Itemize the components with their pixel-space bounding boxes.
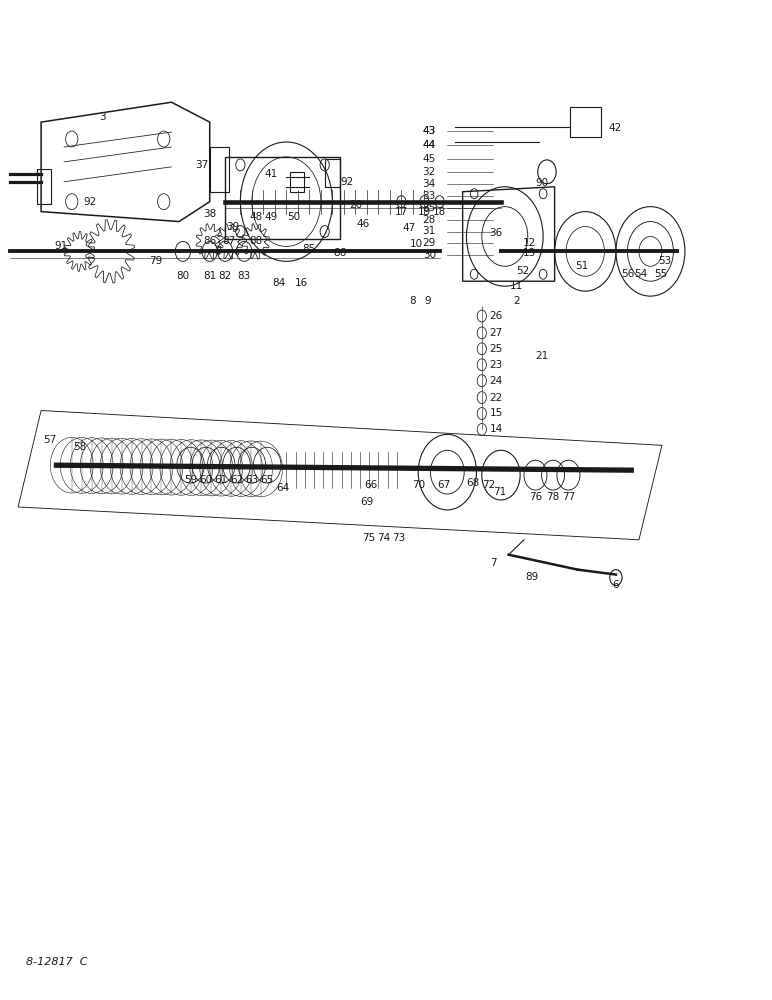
- Text: 79: 79: [150, 256, 163, 266]
- Text: 51: 51: [575, 261, 588, 271]
- Text: 33: 33: [422, 191, 436, 201]
- Text: 85: 85: [303, 244, 316, 254]
- Text: 81: 81: [203, 271, 216, 281]
- Text: 10: 10: [410, 239, 423, 249]
- Text: 9: 9: [425, 296, 432, 306]
- Text: 67: 67: [437, 480, 450, 490]
- Text: 78: 78: [547, 492, 560, 502]
- Text: 14: 14: [489, 424, 503, 434]
- Text: 22: 22: [489, 393, 503, 403]
- Text: 62: 62: [230, 475, 243, 485]
- Text: 73: 73: [392, 533, 405, 543]
- Text: 92: 92: [340, 177, 354, 187]
- Text: 44: 44: [422, 140, 436, 150]
- Text: 48: 48: [249, 212, 262, 222]
- Bar: [210, 147, 229, 192]
- Text: 55: 55: [654, 269, 668, 279]
- Text: 57: 57: [43, 435, 56, 445]
- Text: 61: 61: [215, 475, 228, 485]
- Text: 24: 24: [489, 376, 503, 386]
- Text: 17: 17: [394, 207, 408, 217]
- Text: 88: 88: [249, 236, 262, 246]
- Text: 38: 38: [203, 209, 216, 219]
- Text: 45: 45: [422, 154, 436, 164]
- Bar: [325, 159, 340, 187]
- Text: 30: 30: [423, 250, 436, 260]
- Text: 6: 6: [612, 580, 618, 590]
- Text: 64: 64: [276, 483, 290, 493]
- Text: 43: 43: [422, 126, 436, 136]
- Text: 16: 16: [295, 278, 308, 288]
- Text: 20: 20: [349, 200, 362, 210]
- Text: 63: 63: [245, 475, 259, 485]
- Text: 77: 77: [562, 492, 575, 502]
- Text: 8: 8: [409, 296, 416, 306]
- Text: 23: 23: [489, 360, 503, 370]
- Text: 56: 56: [621, 269, 634, 279]
- Text: 54: 54: [635, 269, 648, 279]
- Text: 86: 86: [203, 236, 216, 246]
- Text: 75: 75: [363, 533, 376, 543]
- Text: 12: 12: [523, 238, 536, 248]
- Text: 41: 41: [264, 169, 278, 179]
- Text: 92: 92: [83, 197, 96, 207]
- Text: 50: 50: [287, 212, 300, 222]
- Text: 7: 7: [490, 558, 497, 568]
- Text: 2: 2: [513, 296, 520, 306]
- Text: 28: 28: [422, 215, 436, 225]
- Text: 80: 80: [176, 271, 189, 281]
- Text: 39: 39: [226, 222, 239, 232]
- Text: 70: 70: [411, 480, 425, 490]
- Text: 74: 74: [377, 533, 391, 543]
- Text: 86: 86: [334, 248, 347, 258]
- Text: 34: 34: [422, 179, 436, 189]
- Text: 69: 69: [361, 497, 374, 507]
- Text: 49: 49: [264, 212, 278, 222]
- Text: 71: 71: [493, 487, 506, 497]
- Bar: [37, 169, 51, 204]
- Text: 32: 32: [422, 167, 436, 177]
- Text: 26: 26: [489, 311, 503, 321]
- Text: 82: 82: [218, 271, 232, 281]
- Text: 37: 37: [195, 160, 208, 170]
- Text: 58: 58: [73, 442, 86, 452]
- Text: 83: 83: [238, 271, 251, 281]
- Text: 46: 46: [357, 219, 370, 229]
- Text: 21: 21: [536, 351, 549, 361]
- Text: 15: 15: [489, 408, 503, 418]
- Text: 36: 36: [489, 228, 503, 238]
- Text: 65: 65: [261, 475, 274, 485]
- Text: 84: 84: [272, 278, 286, 288]
- Text: 19: 19: [418, 207, 431, 217]
- Text: 25: 25: [489, 344, 503, 354]
- Text: 18: 18: [433, 207, 446, 217]
- Text: 42: 42: [608, 123, 621, 133]
- Text: 13: 13: [523, 248, 536, 258]
- Text: 8-12817  C: 8-12817 C: [25, 957, 87, 967]
- Text: 89: 89: [525, 572, 538, 582]
- Text: 76: 76: [529, 492, 542, 502]
- Bar: [290, 172, 304, 192]
- Text: 90: 90: [535, 178, 548, 188]
- Text: 43: 43: [422, 126, 436, 136]
- Text: 68: 68: [466, 478, 479, 488]
- Text: 60: 60: [199, 475, 212, 485]
- Text: 72: 72: [482, 480, 495, 490]
- Text: 87: 87: [222, 236, 235, 246]
- Text: 29: 29: [422, 238, 436, 248]
- Text: 91: 91: [55, 241, 68, 251]
- Text: 59: 59: [184, 475, 197, 485]
- Text: 31: 31: [422, 227, 436, 236]
- Text: 35: 35: [422, 203, 436, 213]
- Text: 47: 47: [402, 223, 415, 233]
- Text: 11: 11: [510, 281, 523, 291]
- Text: 53: 53: [658, 256, 672, 266]
- Text: 66: 66: [364, 480, 378, 490]
- Text: 52: 52: [516, 266, 530, 276]
- Text: 27: 27: [489, 328, 503, 338]
- Text: 3: 3: [99, 112, 106, 122]
- Text: 44: 44: [422, 140, 436, 150]
